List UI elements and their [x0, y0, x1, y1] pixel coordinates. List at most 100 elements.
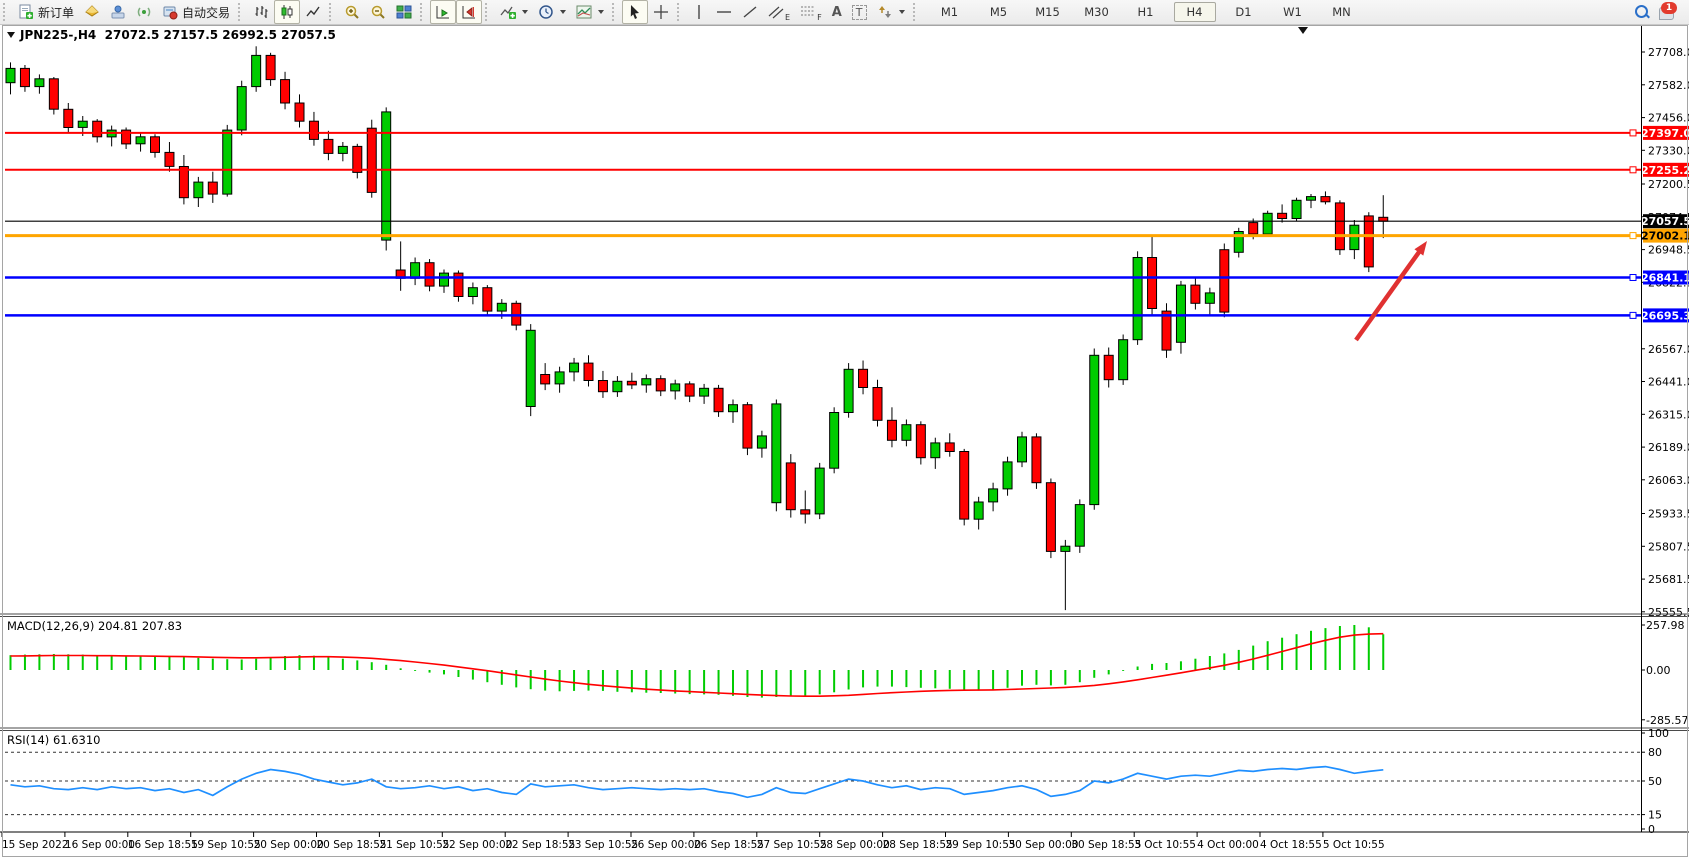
svg-text:26948.5: 26948.5 [1648, 244, 1689, 257]
arrows-button[interactable] [872, 0, 910, 24]
svg-text:26 Sep 18:55: 26 Sep 18:55 [694, 839, 764, 851]
hline-26695.3[interactable]: 26695.3 [5, 308, 1689, 323]
timeframe-MN[interactable]: MN [1332, 5, 1351, 19]
macd-indicator-label: MACD(12,26,9) 204.81 207.83 [7, 619, 183, 633]
hline-27255.2[interactable]: 27255.2 [5, 162, 1689, 177]
dropdown-caret-icon [898, 10, 905, 14]
svg-text:29 Sep 10:55: 29 Sep 10:55 [946, 839, 1016, 851]
cursor-arrow-icon [630, 5, 640, 19]
trend-arrow-annotation[interactable] [1354, 241, 1427, 342]
timeframe-M1[interactable]: M1 [940, 5, 959, 19]
hline-27057.5[interactable]: 27057.5 [5, 214, 1689, 229]
market-watch-button[interactable] [79, 0, 105, 24]
new-order-icon [19, 4, 33, 19]
toolbar-right: 1 [1635, 2, 1689, 20]
horizontal-line-button[interactable] [711, 0, 737, 24]
toolbar-grip [420, 3, 427, 21]
terminal-button[interactable] [105, 0, 131, 24]
equidistant-channel-button[interactable]: E [763, 0, 795, 24]
toolbar-grip [677, 3, 684, 21]
vertical-line-button[interactable] [687, 0, 711, 24]
toolbar-grip [329, 3, 336, 21]
fibonacci-button[interactable]: F [795, 0, 827, 24]
tile-windows-icon [396, 5, 412, 19]
line-chart-button[interactable] [300, 0, 326, 24]
text-label-button[interactable]: T [847, 0, 872, 24]
timeframe-M5[interactable]: M5 [989, 5, 1008, 19]
notifications-icon[interactable]: 1 [1659, 2, 1677, 20]
bar-chart-icon [255, 6, 268, 18]
svg-text:26441.0: 26441.0 [1648, 376, 1689, 389]
timeframe-toolbar: M1 M5 M15 M30 H1 H4 D1 W1 MN [929, 2, 1370, 22]
svg-text:22 Sep 00:00: 22 Sep 00:00 [442, 839, 512, 851]
timeframe-H4[interactable]: H4 [1173, 2, 1216, 22]
svg-text:27708.0: 27708.0 [1648, 46, 1689, 59]
svg-text:26695.3: 26695.3 [1641, 309, 1689, 322]
svg-text:100: 100 [1648, 727, 1669, 740]
gold-diamond-icon [85, 5, 99, 17]
chart-collapse-icon[interactable] [7, 32, 15, 38]
search-icon[interactable] [1635, 5, 1650, 19]
toolbar-grip [485, 3, 492, 21]
timeframe-D1[interactable]: D1 [1235, 5, 1252, 19]
new-order-label: 新订单 [38, 5, 75, 20]
timeframe-H1[interactable]: H1 [1137, 5, 1154, 19]
tile-windows-button[interactable] [391, 0, 417, 24]
trendline-button[interactable] [737, 0, 763, 24]
zoom-in-button[interactable] [339, 0, 365, 24]
candlestick-chart-button[interactable] [274, 0, 301, 24]
chart-shift-marker-icon[interactable] [1298, 27, 1308, 34]
zoom-in-icon [345, 5, 359, 19]
svg-text:26841.1: 26841.1 [1641, 272, 1689, 285]
svg-text:28 Sep 18:55: 28 Sep 18:55 [883, 839, 953, 851]
svg-text:27456.0: 27456.0 [1648, 112, 1689, 125]
svg-text:3 Oct 10:55: 3 Oct 10:55 [1134, 839, 1196, 851]
new-order-button[interactable]: 新订单 [13, 0, 79, 24]
periods-button[interactable] [533, 0, 571, 24]
text-tool-icon: A [831, 4, 842, 20]
svg-text:27057.5: 27057.5 [1641, 215, 1689, 228]
panel-separators[interactable] [0, 26, 1689, 833]
macd-signal-line [10, 632, 1384, 698]
svg-text:15: 15 [1648, 809, 1662, 822]
chart-shift-button[interactable] [456, 0, 483, 24]
svg-text:25807.5: 25807.5 [1648, 540, 1689, 553]
toolbar-grip [612, 3, 619, 21]
timeframe-M30[interactable]: M30 [1084, 5, 1109, 19]
label-tool-icon: T [851, 4, 867, 20]
zoom-out-icon [371, 5, 385, 19]
zoom-out-button[interactable] [365, 0, 391, 24]
chart-title-text: JPN225-,H4 27072.5 27157.5 26992.5 27057… [20, 28, 336, 42]
svg-text:26063.0: 26063.0 [1648, 474, 1689, 487]
hline-27397.0[interactable]: 27397.0 [5, 125, 1689, 140]
channel-icon [768, 6, 784, 19]
toolbar-grip [912, 3, 920, 21]
templates-button[interactable] [571, 0, 609, 24]
timeframe-W1[interactable]: W1 [1283, 5, 1302, 19]
auto-trading-icon [163, 6, 178, 20]
crosshair-button[interactable] [648, 0, 674, 24]
chart-title: JPN225-,H4 27072.5 27157.5 26992.5 27057… [7, 28, 336, 42]
hline-27002.1[interactable]: 27002.1 [5, 228, 1689, 243]
bar-chart-button[interactable] [248, 0, 274, 24]
signals-button[interactable] [131, 0, 157, 24]
svg-text:27002.1: 27002.1 [1641, 230, 1689, 243]
svg-text:15 Sep 2022: 15 Sep 2022 [2, 839, 69, 851]
horizontal-line-icon [717, 11, 732, 13]
macd-axis: 257.98 0.00 -285.57 [1641, 619, 1688, 727]
trendline-icon [743, 6, 757, 18]
text-button[interactable]: A [827, 0, 847, 24]
hline-26841.1[interactable]: 26841.1 [5, 270, 1689, 285]
timeframe-M15[interactable]: M15 [1035, 5, 1060, 19]
svg-text:27330.0: 27330.0 [1648, 144, 1689, 157]
auto-scroll-button[interactable] [430, 0, 457, 24]
svg-text:5 Oct 10:55: 5 Oct 10:55 [1323, 839, 1385, 851]
svg-text:25555.5: 25555.5 [1648, 606, 1689, 619]
svg-text:26 Sep 00:00: 26 Sep 00:00 [631, 839, 701, 851]
cursor-button[interactable] [622, 0, 649, 24]
indicators-button[interactable] [495, 0, 533, 24]
auto-trading-button[interactable]: 自动交易 [157, 0, 235, 24]
svg-text:-285.57: -285.57 [1646, 714, 1688, 727]
